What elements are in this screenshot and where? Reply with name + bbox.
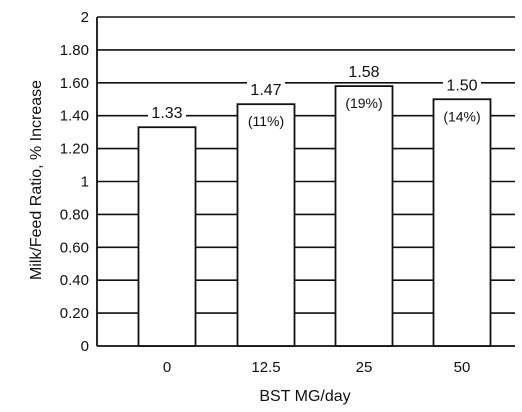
x-tick-label: 50 (454, 359, 471, 376)
x-axis-title: BST MG/day (259, 388, 350, 405)
y-axis-title: Milk/Feed Ratio, % Increase (28, 80, 45, 280)
y-tick-label: 0.80 (60, 206, 89, 223)
y-tick-label: 0.40 (60, 272, 89, 289)
y-tick-label: 0.20 (60, 305, 89, 322)
y-tick-label: 1.20 (60, 141, 89, 158)
data-label-bg (247, 80, 285, 99)
percent-label-bg (339, 94, 389, 113)
percent-label-bg (241, 112, 291, 131)
data-label: 1.58 (348, 64, 379, 81)
bar (334, 85, 394, 347)
x-tick-label: 12.5 (251, 359, 280, 376)
percent-label: (11%) (248, 113, 284, 129)
percent-label: (14%) (443, 108, 480, 124)
bars (137, 85, 492, 347)
labels: 0 0.20 0.40 0.60 0.80 1 1.20 1.40 1.60 1.80 2 1.33 0… (60, 9, 487, 376)
data-label: 1.33 (151, 105, 182, 122)
data-label: 1.50 (446, 77, 477, 94)
y-tick-label: 0 (81, 338, 89, 355)
y-tick-label: 0.60 (60, 239, 89, 256)
bar (432, 98, 492, 347)
bar (137, 126, 197, 347)
percent-label: (19%) (345, 95, 382, 111)
x-tick-label: 25 (356, 359, 373, 376)
x-tick-label: 0 (163, 359, 171, 376)
y-tick-label: 1.80 (60, 42, 89, 59)
data-label-bg (148, 103, 186, 122)
y-tick-label: 1 (81, 174, 89, 191)
y-tick-label: 2 (81, 9, 89, 26)
percent-label-bg (437, 107, 487, 126)
y-tick-label: 1.40 (60, 108, 89, 125)
y-tick-label: 1.60 (60, 75, 89, 92)
data-label-bg (345, 62, 383, 81)
data-label: 1.47 (250, 82, 281, 99)
data-label-bg (443, 75, 481, 94)
bar (236, 103, 296, 347)
